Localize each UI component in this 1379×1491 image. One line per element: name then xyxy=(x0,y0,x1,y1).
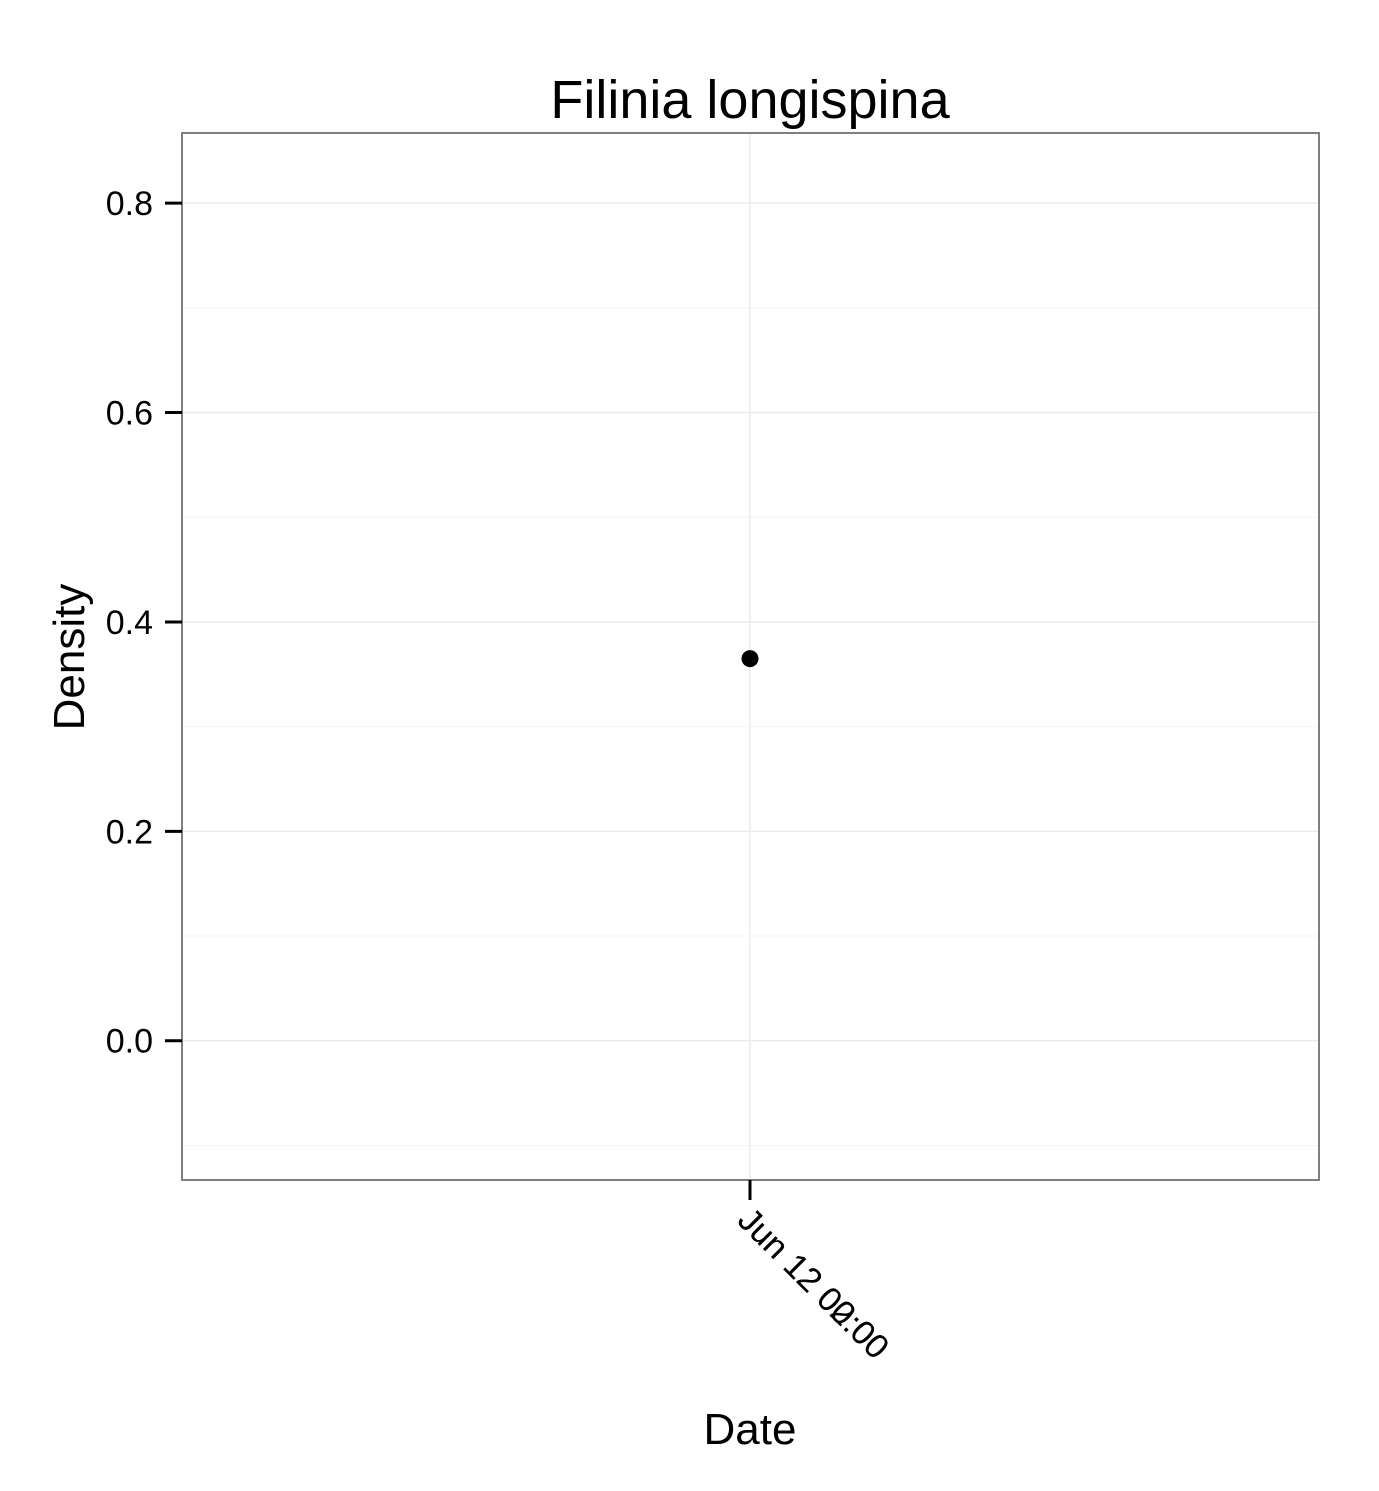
y-axis-title: Density xyxy=(45,584,94,731)
data-point-0 xyxy=(741,650,759,668)
data-points xyxy=(741,650,759,668)
y-tick-label-0: 0.0 xyxy=(106,1023,153,1061)
plot-panel xyxy=(181,132,1320,1181)
y-tick-label-3: 0.6 xyxy=(106,395,153,433)
y-axis: 0.0 0.2 0.4 0.6 0.8 xyxy=(106,185,182,1061)
y-tick-label-1: 0.2 xyxy=(106,813,153,851)
chart-title: Filinia longispina xyxy=(550,70,950,130)
x-tick-label-1: Jun 12 02:00 xyxy=(730,1201,896,1367)
x-axis-title: Date xyxy=(704,1405,797,1454)
y-tick-label-2: 0.4 xyxy=(106,604,153,642)
y-tick-label-4: 0.8 xyxy=(106,185,153,223)
